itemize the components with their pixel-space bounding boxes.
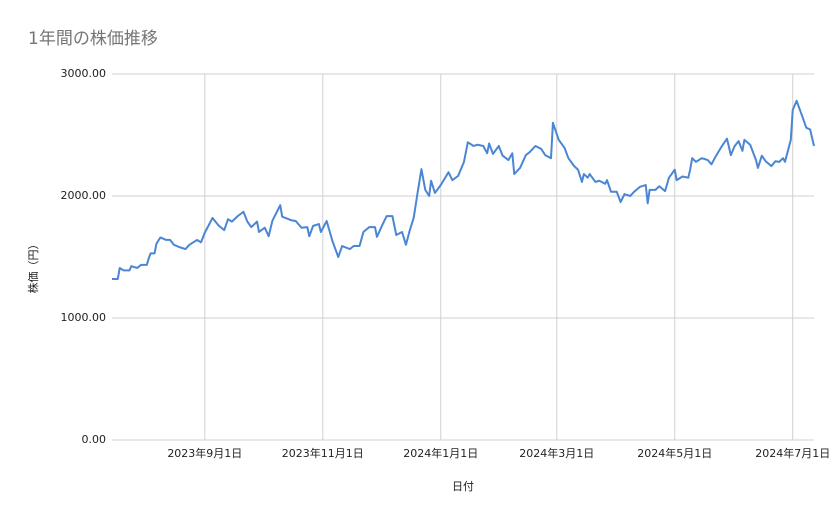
y-tick-label: 1000.00 (61, 311, 107, 324)
y-tick-label: 0.00 (82, 433, 107, 446)
y-axis-label: 株価（円） (26, 239, 40, 294)
x-axis-label: 日付 (452, 480, 474, 493)
x-tick-label: 2024年3月1日 (519, 446, 594, 460)
price-line (112, 99, 815, 280)
chart-title: 1年間の株価推移 (28, 29, 158, 49)
y-tick-label: 3000.00 (61, 67, 107, 80)
x-tick-label: 2024年1月1日 (403, 446, 478, 460)
x-tick-label: 2024年5月1日 (637, 446, 712, 460)
x-tick-label: 2023年9月1日 (167, 446, 242, 460)
x-tick-label: 2023年11月1日 (282, 446, 364, 460)
x-tick-label: 2024年7月1日 (755, 446, 830, 460)
y-tick-label: 2000.00 (61, 189, 107, 202)
